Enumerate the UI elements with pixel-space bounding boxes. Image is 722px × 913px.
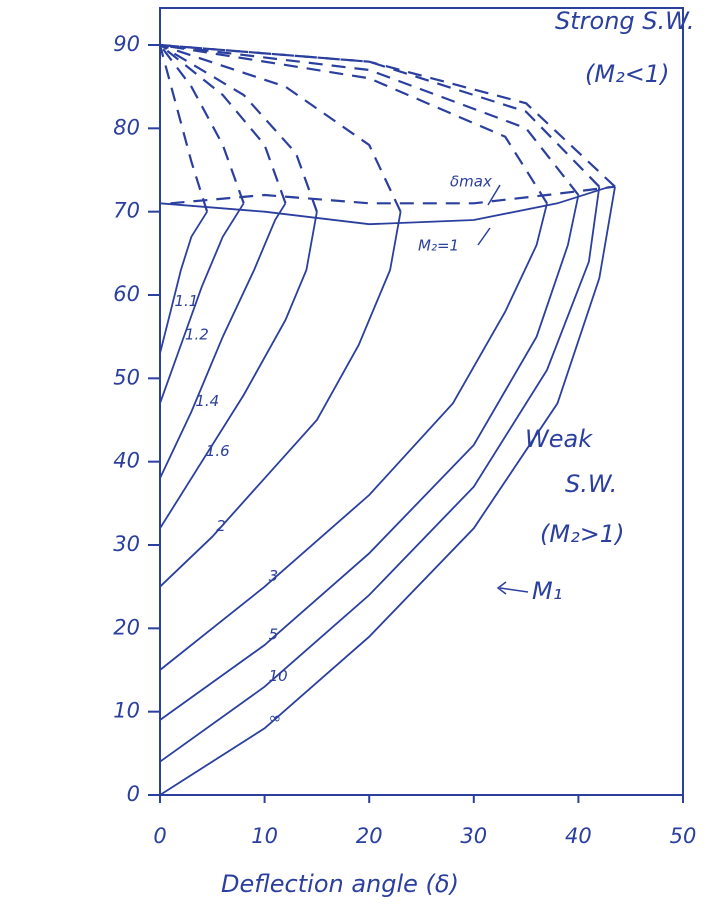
- y-tick-label: 80: [113, 115, 140, 139]
- weak-sw-label: S.W.: [565, 470, 617, 498]
- x-tick-label: 10: [251, 824, 278, 848]
- y-tick-label: 10: [113, 699, 140, 723]
- x-tick-label: 40: [565, 824, 592, 848]
- mach-arrow: [498, 582, 528, 594]
- series-label: 10: [269, 667, 288, 685]
- weak-branch: [160, 187, 599, 762]
- y-tick-label: 90: [113, 32, 140, 56]
- series-label: ∞: [269, 709, 282, 727]
- weak-condition: (M₂>1): [540, 520, 624, 548]
- x-tick-label: 20: [356, 824, 383, 848]
- delta-max-label: δmax: [450, 173, 492, 191]
- series-label: 1.2: [185, 326, 209, 344]
- strong-branch: [160, 45, 578, 195]
- mach-arrow-label: M₁: [532, 577, 562, 605]
- strong-label: Strong S.W.: [555, 7, 695, 35]
- series-label: 5: [269, 626, 279, 644]
- y-tick-label: 50: [113, 365, 140, 389]
- x-tick-label: 0: [153, 824, 166, 848]
- chart: Strong S.W. (M₂<1) Weak S.W. (M₂>1) δmax…: [0, 0, 722, 913]
- y-tick-label: 30: [113, 532, 140, 556]
- y-tick-label: 20: [113, 615, 140, 639]
- strong-condition: (M₂<1): [585, 60, 669, 88]
- plot-frame: [160, 8, 683, 795]
- strong-branch: [160, 45, 615, 187]
- series-label: 3: [269, 567, 279, 585]
- y-tick-label: 70: [113, 199, 140, 223]
- series-label: 1.4: [195, 392, 219, 410]
- y-tick-label: 40: [113, 449, 140, 473]
- series-label: 1.6: [206, 442, 230, 460]
- page: {"chart_data": { "type": "line", "x_labe…: [0, 0, 722, 913]
- x-axis-label: Deflection angle (δ): [221, 870, 459, 898]
- max-deflection-line: [171, 187, 616, 204]
- series-label: 2: [216, 517, 226, 535]
- weak-label: Weak: [525, 425, 593, 453]
- sonic-arrow: [478, 228, 490, 245]
- weak-branch: [160, 203, 286, 478]
- y-tick-label: 0: [127, 782, 140, 806]
- strong-branch: [160, 45, 317, 212]
- x-tick-label: 30: [460, 824, 487, 848]
- y-tick-label: 60: [113, 282, 140, 306]
- sonic-label: M₂=1: [418, 237, 459, 255]
- x-tick-label: 50: [670, 824, 697, 848]
